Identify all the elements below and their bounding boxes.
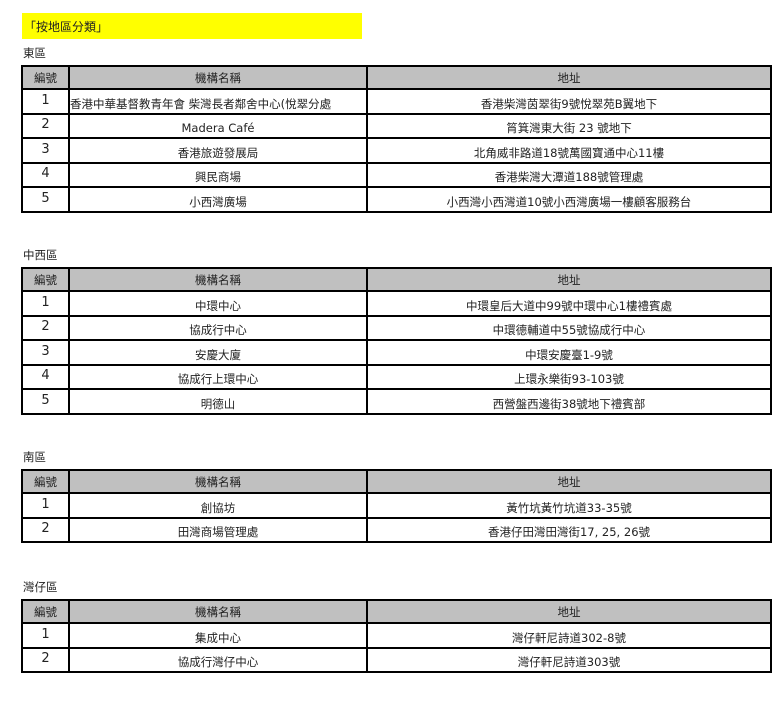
- cell-no: 5: [21, 388, 70, 415]
- cell-name: 明德山: [68, 388, 368, 415]
- header-row: 編號 機構名稱 地址: [21, 599, 772, 624]
- cell-address: 香港柴灣茵翠街9號悅翠苑B翼地下: [366, 88, 772, 115]
- cell-no: 2: [21, 516, 70, 543]
- cell-name: 田灣商場管理處: [68, 516, 368, 543]
- cell-name: Madera Café: [68, 112, 368, 139]
- section-label: 南區: [23, 450, 46, 464]
- page-title: 「按地區分類」: [22, 13, 362, 39]
- cell-address: 黃竹坑黃竹坑道33-35號: [366, 492, 772, 519]
- cell-address: 中環德輔道中55號協成行中心: [366, 314, 772, 341]
- cell-name: 創協坊: [68, 492, 368, 519]
- cell-name: 安慶大廈: [68, 339, 368, 366]
- cell-no: 4: [21, 161, 70, 188]
- header-row: 編號 機構名稱 地址: [21, 469, 772, 494]
- header-address: 地址: [366, 599, 772, 624]
- header-name: 機構名稱: [68, 65, 368, 90]
- district-table: 編號 機構名稱 地址 1 集成中心 灣仔軒尼詩道302-8號 2 協成行灣仔中心 灣仔軒尼詩道3…: [21, 599, 772, 673]
- table-row: 2 協成行灣仔中心 灣仔軒尼詩道303號: [21, 646, 772, 673]
- district-table: 編號 機構名稱 地址 1 創協坊 黃竹坑黃竹坑道33-35號 2 田灣商場管理處 香港仔田灣田灣…: [21, 469, 772, 543]
- header-name: 機構名稱: [68, 267, 368, 292]
- cell-no: 2: [21, 314, 70, 341]
- cell-name: 中環中心: [68, 290, 368, 317]
- district-table: 編號 機構名稱 地址 1 中環中心 中環皇后大道中99號中環中心1樓禮賓處 2 協成行中心 中環…: [21, 267, 772, 415]
- district-table: 編號 機構名稱 地址 1 香港中華基督教青年會 柴灣長者鄰舍中心(悅翠分處 香港柴灣茵翠街…: [21, 65, 772, 213]
- table-row: 5 明德山 西營盤西邊街38號地下禮賓部: [21, 388, 772, 415]
- cell-no: 4: [21, 363, 70, 390]
- header-no: 編號: [21, 599, 70, 624]
- cell-no: 3: [21, 137, 70, 164]
- header-row: 編號 機構名稱 地址: [21, 267, 772, 292]
- header-name: 機構名稱: [68, 469, 368, 494]
- cell-name: 協成行灣仔中心: [68, 646, 368, 673]
- section-label: 中西區: [23, 248, 58, 262]
- cell-name: 香港中華基督教青年會 柴灣長者鄰舍中心(悅翠分處: [68, 88, 368, 115]
- cell-no: 1: [21, 88, 70, 115]
- cell-no: 1: [21, 622, 70, 649]
- header-no: 編號: [21, 469, 70, 494]
- table-row: 1 集成中心 灣仔軒尼詩道302-8號: [21, 622, 772, 649]
- cell-address: 西營盤西邊街38號地下禮賓部: [366, 388, 772, 415]
- header-row: 編號 機構名稱 地址: [21, 65, 772, 90]
- header-no: 編號: [21, 65, 70, 90]
- cell-no: 2: [21, 112, 70, 139]
- table-row: 2 Madera Café 筲箕灣東大街 23 號地下: [21, 112, 772, 139]
- table-row: 1 創協坊 黃竹坑黃竹坑道33-35號: [21, 492, 772, 519]
- cell-address: 小西灣小西灣道10號小西灣廣場一樓顧客服務台: [366, 186, 772, 213]
- cell-address: 北角威非路道18號萬國寶通中心11樓: [366, 137, 772, 164]
- header-no: 編號: [21, 267, 70, 292]
- cell-address: 中環安慶臺1-9號: [366, 339, 772, 366]
- cell-name: 香港旅遊發展局: [68, 137, 368, 164]
- table-row: 3 安慶大廈 中環安慶臺1-9號: [21, 339, 772, 366]
- cell-no: 5: [21, 186, 70, 213]
- cell-no: 1: [21, 492, 70, 519]
- cell-no: 3: [21, 339, 70, 366]
- cell-address: 灣仔軒尼詩道303號: [366, 646, 772, 673]
- cell-address: 灣仔軒尼詩道302-8號: [366, 622, 772, 649]
- header-address: 地址: [366, 65, 772, 90]
- cell-address: 中環皇后大道中99號中環中心1樓禮賓處: [366, 290, 772, 317]
- table-row: 4 興民商場 香港柴灣大潭道188號管理處: [21, 161, 772, 188]
- table-row: 5 小西灣廣場 小西灣小西灣道10號小西灣廣場一樓顧客服務台: [21, 186, 772, 213]
- table-row: 3 香港旅遊發展局 北角威非路道18號萬國寶通中心11樓: [21, 137, 772, 164]
- cell-address: 上環永樂街93-103號: [366, 363, 772, 390]
- header-address: 地址: [366, 469, 772, 494]
- cell-address: 香港仔田灣田灣街17, 25, 26號: [366, 516, 772, 543]
- table-row: 2 田灣商場管理處 香港仔田灣田灣街17, 25, 26號: [21, 516, 772, 543]
- table-row: 1 香港中華基督教青年會 柴灣長者鄰舍中心(悅翠分處 香港柴灣茵翠街9號悅翠苑B翼地…: [21, 88, 772, 115]
- table-row: 1 中環中心 中環皇后大道中99號中環中心1樓禮賓處: [21, 290, 772, 317]
- cell-name: 協成行中心: [68, 314, 368, 341]
- cell-name: 集成中心: [68, 622, 368, 649]
- section-label: 灣仔區: [23, 580, 58, 594]
- header-name: 機構名稱: [68, 599, 368, 624]
- header-address: 地址: [366, 267, 772, 292]
- section-label: 東區: [23, 46, 46, 60]
- table-row: 4 協成行上環中心 上環永樂街93-103號: [21, 363, 772, 390]
- cell-no: 1: [21, 290, 70, 317]
- cell-name: 興民商場: [68, 161, 368, 188]
- cell-address: 香港柴灣大潭道188號管理處: [366, 161, 772, 188]
- cell-address: 筲箕灣東大街 23 號地下: [366, 112, 772, 139]
- cell-name: 協成行上環中心: [68, 363, 368, 390]
- cell-name: 小西灣廣場: [68, 186, 368, 213]
- table-row: 2 協成行中心 中環德輔道中55號協成行中心: [21, 314, 772, 341]
- cell-no: 2: [21, 646, 70, 673]
